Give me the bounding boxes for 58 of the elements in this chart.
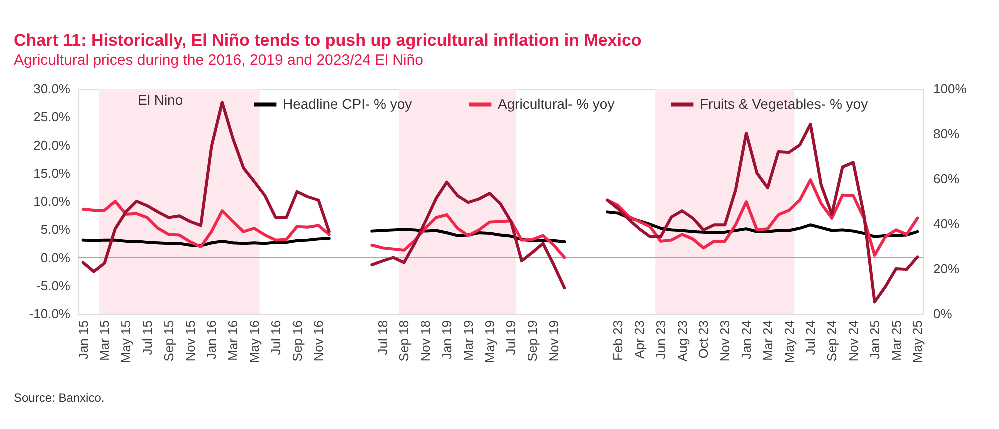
- x-tick-label: May 24: [782, 320, 797, 364]
- x-tick-label: Apr 23: [632, 320, 648, 359]
- y-tick-label: 20.0%: [34, 138, 71, 153]
- x-tick-label: Jan 16: [204, 320, 220, 360]
- x-tick-label: Jan 24: [739, 320, 754, 360]
- x-tick-label: Nov 23: [718, 320, 733, 362]
- x-tick-label: Jan 19: [440, 320, 455, 360]
- legend-label: Agricultural- % yoy: [498, 96, 615, 112]
- x-tick-label: Nov 24: [846, 320, 861, 362]
- x-tick-label: May 16: [246, 320, 262, 364]
- y2-tick-label: 60%: [934, 172, 960, 186]
- x-tick-label: Nov 15: [182, 320, 198, 362]
- x-tick-label: Sep 15: [161, 320, 176, 362]
- y-tick-label: 10.0%: [34, 194, 71, 209]
- y-tick-label: 30.0%: [34, 82, 71, 96]
- source-note: Source: Banxico.: [14, 391, 105, 405]
- x-tick-label: Mar 16: [226, 320, 241, 361]
- x-tick-label: May 25: [910, 320, 926, 364]
- y-tick-label: -5.0%: [36, 278, 71, 294]
- y-tick-label: 0.0%: [40, 250, 71, 266]
- y2-tick-label: 0%: [934, 306, 953, 322]
- x-tick-label: Mar 25: [888, 320, 904, 361]
- x-tick-label: May 19: [482, 320, 498, 364]
- x-tick-label: Nov 18: [418, 320, 434, 362]
- x-tick-label: Jun 23: [653, 320, 668, 360]
- chart-subtitle: Agricultural prices during the 2016, 2019 and 2023/24 El Niño: [14, 52, 424, 69]
- y2-tick-label: 40%: [934, 216, 960, 232]
- y2-tick-label: 80%: [934, 126, 960, 142]
- x-tick-label: Jul 24: [803, 320, 818, 356]
- x-tick-label: Jul 19: [504, 320, 519, 356]
- legend-label: Fruits & Vegetables- % yoy: [700, 96, 868, 112]
- band-label: El Nino: [138, 92, 184, 108]
- chart-title: Chart 11: Historically, El Niño tends to push up agricultural inflation in Mexico: [14, 31, 642, 50]
- x-tick-label: Sep 18: [396, 320, 412, 362]
- y-tick-label: 15.0%: [34, 166, 71, 181]
- x-tick-label: Sep 24: [824, 320, 840, 362]
- x-tick-label: Jan 25: [867, 320, 882, 360]
- x-tick-label: Oct 23: [696, 320, 712, 359]
- x-tick-label: Mar 19: [460, 320, 476, 361]
- y2-tick-label: 100%: [934, 82, 968, 96]
- x-tick-label: Mar 15: [97, 320, 112, 361]
- y-tick-label: 25.0%: [34, 110, 71, 125]
- x-tick-label: Jul 16: [268, 320, 284, 356]
- x-tick-label: Sep 16: [290, 320, 305, 362]
- x-tick-label: Jan 15: [76, 320, 91, 360]
- x-tick-label: May 15: [118, 320, 134, 364]
- x-tick-label: Sep 19: [525, 320, 540, 362]
- x-tick-label: Feb 23: [610, 320, 626, 361]
- x-tick-label: Nov 19: [546, 320, 562, 362]
- x-tick-label: Mar 24: [760, 320, 776, 361]
- y2-tick-label: 20%: [934, 262, 960, 276]
- y-tick-label: -10.0%: [29, 306, 71, 322]
- x-tick-label: Jul 15: [140, 320, 156, 356]
- y-tick-label: 5.0%: [40, 222, 71, 238]
- legend-label: Headline CPI- % yoy: [283, 96, 412, 112]
- x-tick-label: Nov 16: [311, 320, 326, 362]
- x-tick-label: Jul 18: [375, 320, 390, 356]
- x-tick-label: Aug 23: [674, 320, 690, 362]
